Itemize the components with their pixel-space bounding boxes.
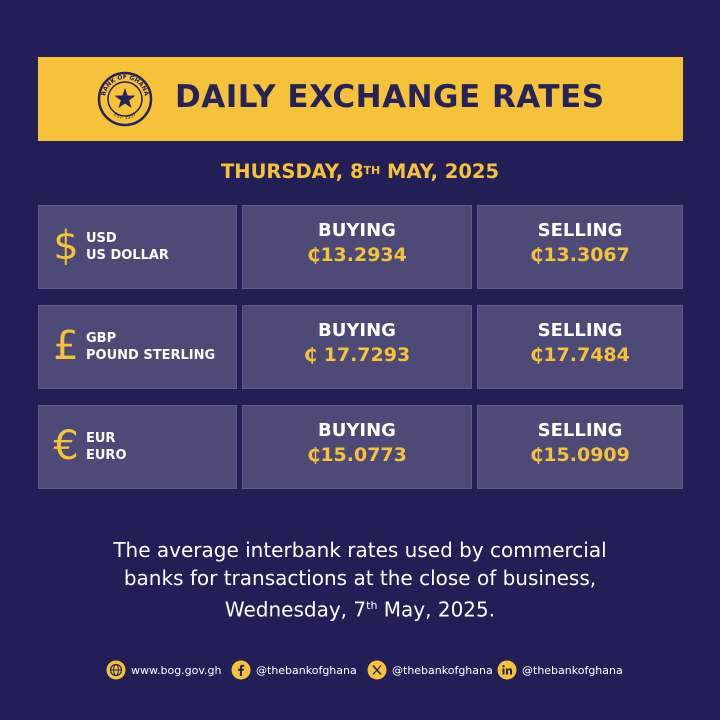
social-footer: www.bog.gov.gh @thebankofghana @thebanko… xyxy=(0,657,720,683)
bank-of-ghana-seal-icon: BANK OF GHANA EST. 1957 xyxy=(97,71,153,127)
rate-row-gbp: £ GBP POUND STERLING BUYING ₵ 17.7293 SE… xyxy=(38,305,683,389)
rates-note: The average interbank rates used by comm… xyxy=(40,536,680,624)
x-logo-icon xyxy=(367,660,387,680)
x-link[interactable]: @thebankofghana xyxy=(367,657,493,683)
linkedin-link[interactable]: @thebankofghana xyxy=(497,657,623,683)
selling-cell: SELLING ₵17.7484 xyxy=(477,305,683,389)
currency-cell: $ USD US DOLLAR xyxy=(38,205,237,289)
facebook-icon xyxy=(231,660,251,680)
selling-rate: ₵17.7484 xyxy=(530,344,630,366)
title-banner: BANK OF GHANA EST. 1957 DAILY EXCHANGE R… xyxy=(38,57,683,141)
currency-code: GBP xyxy=(86,331,117,346)
buying-label: BUYING xyxy=(318,320,396,341)
buying-label: BUYING xyxy=(318,420,396,441)
page-title: DAILY EXCHANGE RATES xyxy=(175,79,605,115)
currency-name: EURO xyxy=(86,448,127,463)
rate-row-eur: € EUR EURO BUYING ₵15.0773 SELLING ₵15.0… xyxy=(38,405,683,489)
linkedin-handle: @thebankofghana xyxy=(522,663,623,677)
rate-row-usd: $ USD US DOLLAR BUYING ₵13.2934 SELLING … xyxy=(38,205,683,289)
selling-cell: SELLING ₵13.3067 xyxy=(477,205,683,289)
x-handle: @thebankofghana xyxy=(392,663,493,677)
buying-cell: BUYING ₵ 17.7293 xyxy=(242,305,472,389)
website-link[interactable]: www.bog.gov.gh xyxy=(106,657,222,683)
dollar-icon: $ xyxy=(53,223,79,269)
note-line-3: Wednesday, 7th May, 2025. xyxy=(224,597,496,622)
selling-rate: ₵13.3067 xyxy=(530,244,630,266)
selling-cell: SELLING ₵15.0909 xyxy=(477,405,683,489)
note-line-2: banks for transactions at the close of b… xyxy=(123,566,597,590)
currency-code: USD xyxy=(86,231,117,246)
website-text: www.bog.gov.gh xyxy=(131,663,222,677)
euro-icon: € xyxy=(53,423,79,469)
pound-icon: £ xyxy=(53,323,79,369)
buying-label: BUYING xyxy=(318,220,396,241)
rate-date: THURSDAY, 8TH MAY, 2025 xyxy=(220,160,500,183)
buying-rate: ₵15.0773 xyxy=(307,444,407,466)
buying-rate: ₵13.2934 xyxy=(307,244,407,266)
selling-label: SELLING xyxy=(537,220,623,241)
currency-code: EUR xyxy=(86,431,116,446)
globe-icon xyxy=(106,660,126,680)
buying-rate: ₵ 17.7293 xyxy=(303,344,411,366)
facebook-handle: @thebankofghana xyxy=(256,663,357,677)
svg-text:EST. 1957: EST. 1957 xyxy=(112,112,137,121)
buying-cell: BUYING ₵15.0773 xyxy=(242,405,472,489)
currency-name: US DOLLAR xyxy=(86,248,169,263)
facebook-link[interactable]: @thebankofghana xyxy=(231,657,357,683)
selling-rate: ₵15.0909 xyxy=(530,444,630,466)
currency-cell: £ GBP POUND STERLING xyxy=(38,305,237,389)
currency-cell: € EUR EURO xyxy=(38,405,237,489)
selling-label: SELLING xyxy=(537,320,623,341)
currency-name: POUND STERLING xyxy=(86,348,216,363)
buying-cell: BUYING ₵13.2934 xyxy=(242,205,472,289)
selling-label: SELLING xyxy=(537,420,623,441)
note-line-1: The average interbank rates used by comm… xyxy=(113,538,607,562)
linkedin-icon xyxy=(497,660,517,680)
